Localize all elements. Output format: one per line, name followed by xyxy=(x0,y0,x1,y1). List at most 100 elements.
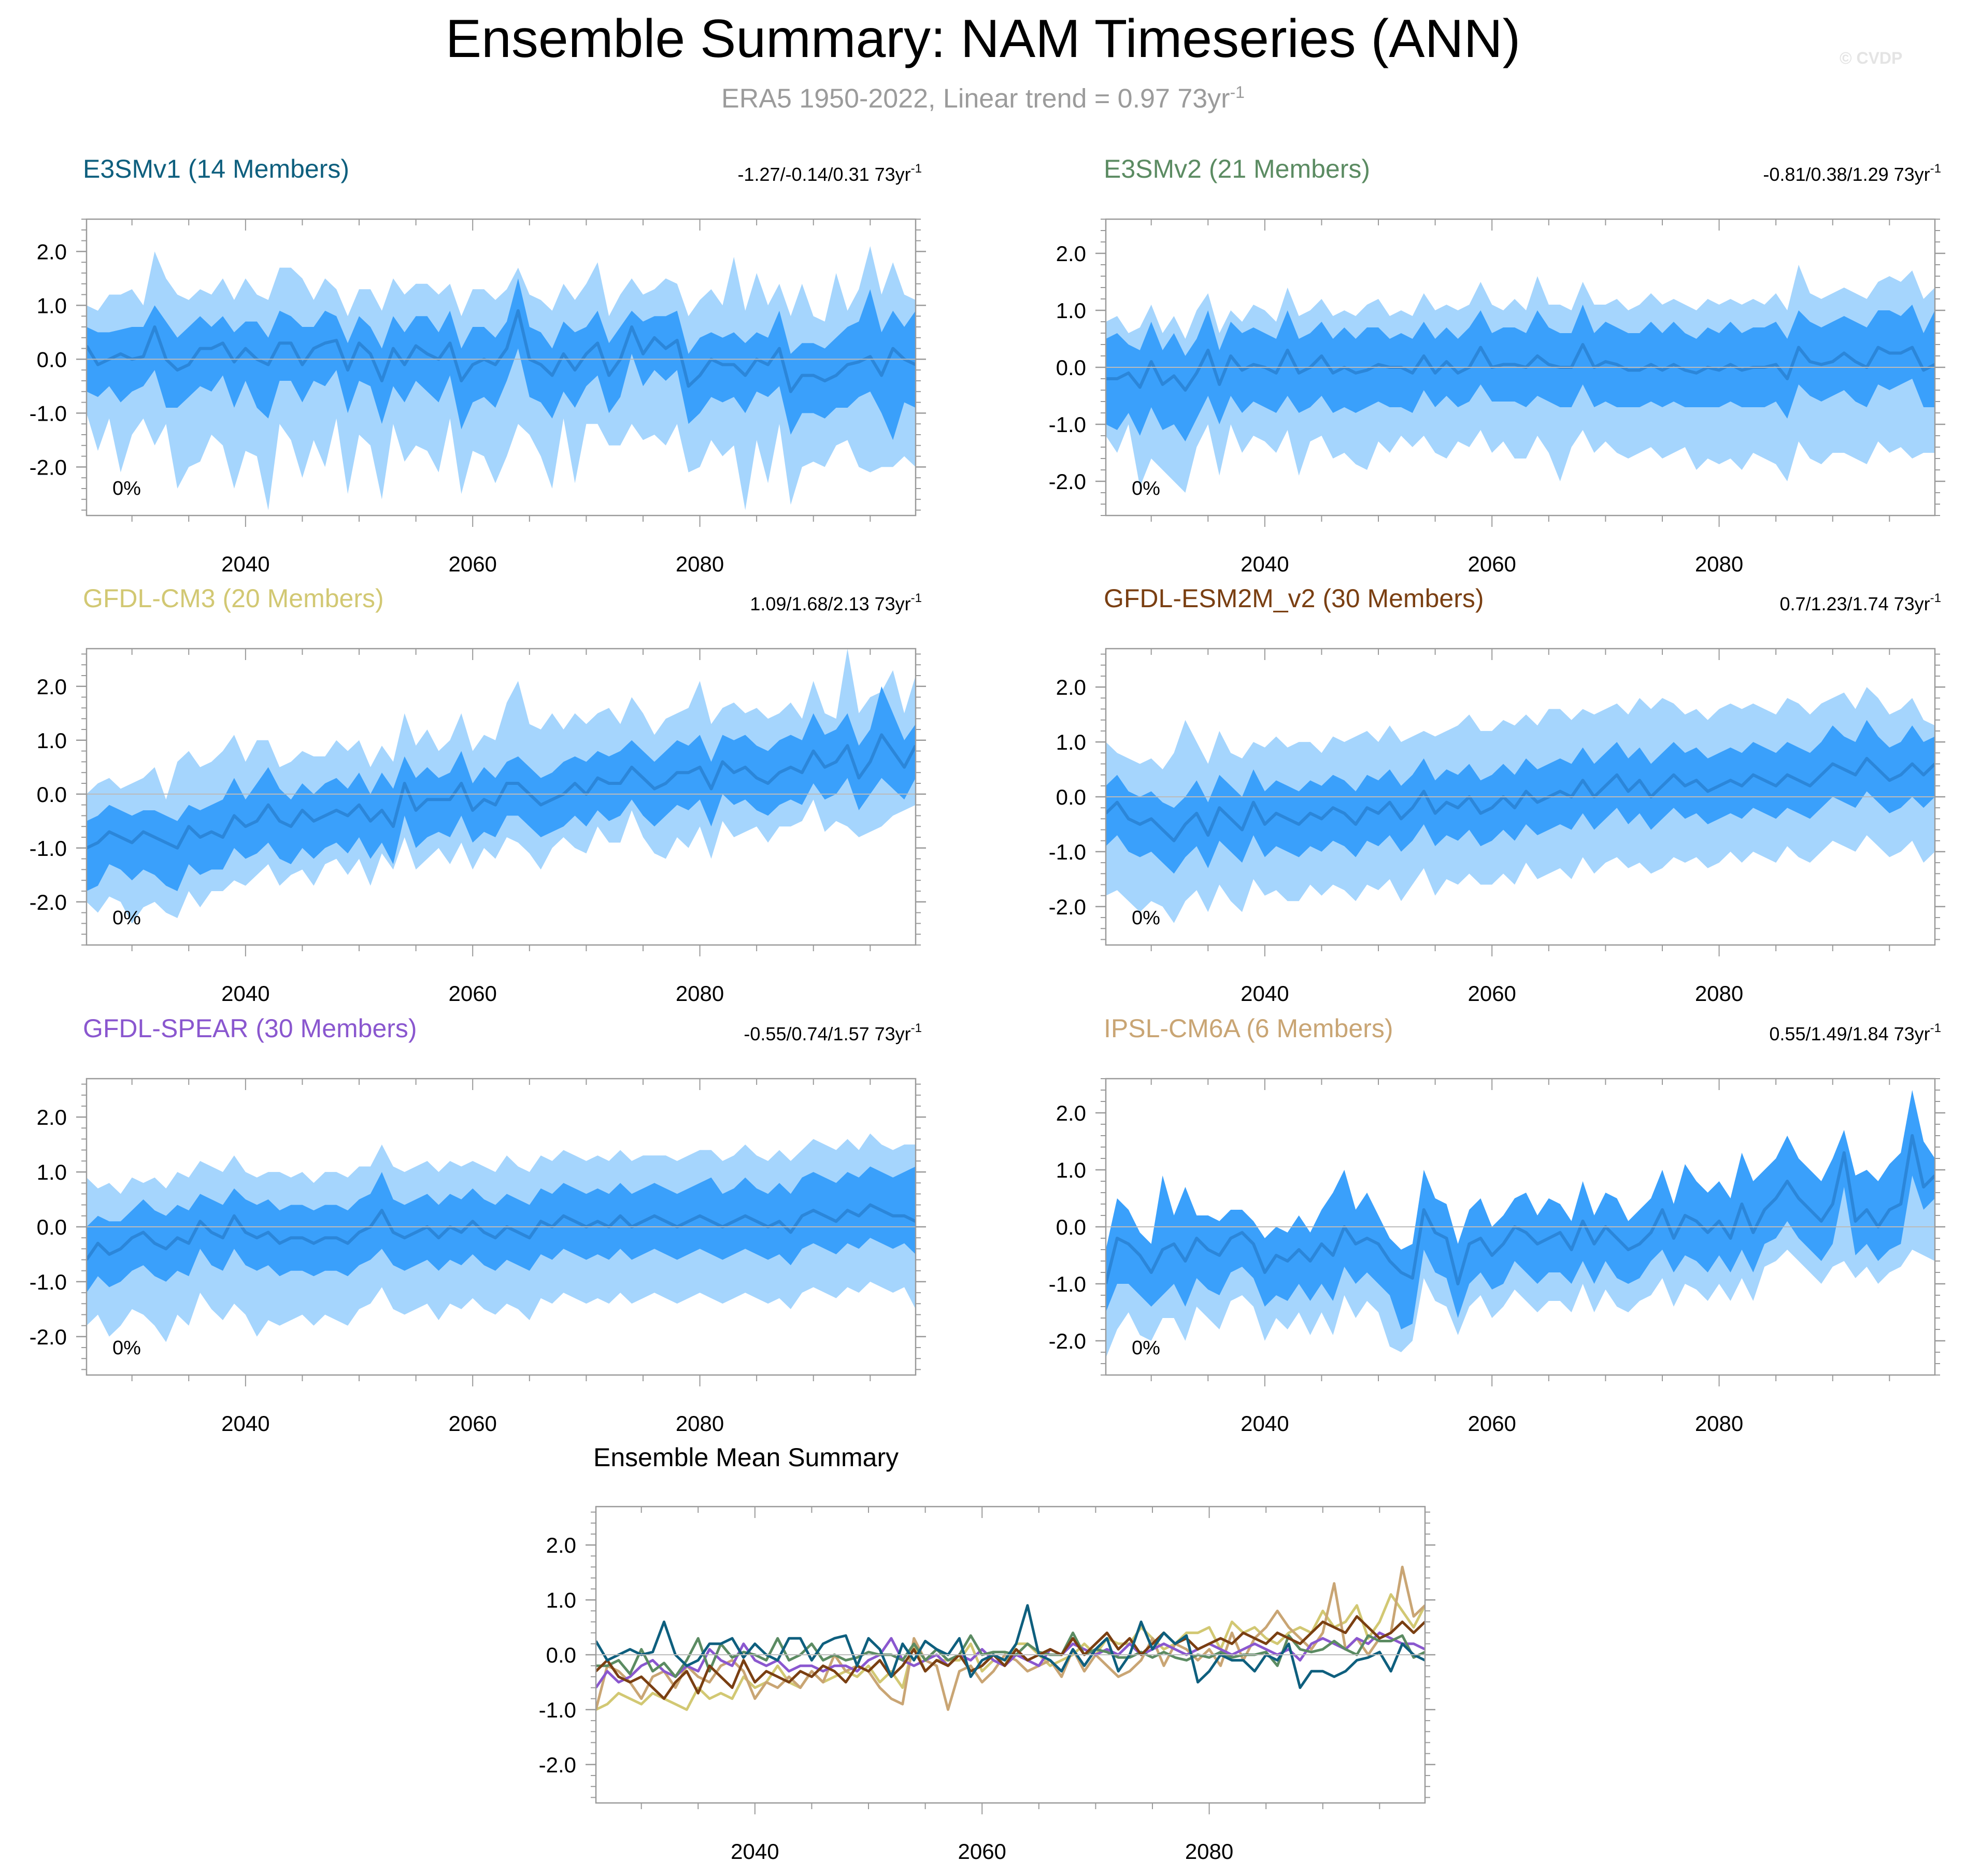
plot-area xyxy=(1106,265,1935,493)
y-tick-label: -2.0 xyxy=(30,890,67,914)
x-tick-label: 2040 xyxy=(1241,552,1289,576)
plot-frame xyxy=(86,648,917,946)
y-tick-label: -1.0 xyxy=(30,401,67,425)
trend-value: -0.81/0.38/1.29 73yr xyxy=(1763,164,1930,185)
y-tick-label: 0.0 xyxy=(1056,1215,1086,1239)
y-tick-label: 1.0 xyxy=(546,1588,576,1612)
panel-title: GFDL-CM3 (20 Members) xyxy=(83,584,384,613)
percent-label: 0% xyxy=(112,1337,141,1359)
x-tick-label: 2040 xyxy=(1241,1411,1289,1436)
y-tick-label: 1.0 xyxy=(37,728,67,753)
trend-superscript: -1 xyxy=(1930,591,1941,605)
y-tick-label: -1.0 xyxy=(1049,412,1086,437)
percent-label: 0% xyxy=(112,907,141,929)
x-tick-label: 2040 xyxy=(1241,981,1289,1006)
panel-0: E3SMv1 (14 Members) -1.27/-0.14/0.31 73yr… xyxy=(30,154,926,576)
x-tick-label: 2060 xyxy=(1468,981,1516,1006)
trend-value: 0.55/1.49/1.84 73yr xyxy=(1769,1023,1930,1044)
x-tick-label: 2040 xyxy=(731,1839,779,1864)
y-tick-label: -1.0 xyxy=(539,1698,576,1722)
inner-spread-band xyxy=(87,686,916,891)
trend-superscript: -1 xyxy=(911,1021,922,1035)
y-tick-label: -2.0 xyxy=(1049,1329,1086,1353)
panel-3: GFDL-ESM2M_v2 (30 Members) 0.7/1.23/1.74 … xyxy=(1049,584,1945,1006)
percent-label: 0% xyxy=(112,478,141,499)
panel-trend: 1.09/1.68/2.13 73yr-1 xyxy=(750,591,922,614)
panel-trend: -0.81/0.38/1.29 73yr-1 xyxy=(1763,162,1941,185)
percent-label: 0% xyxy=(1132,907,1160,929)
panel-title: E3SMv2 (21 Members) xyxy=(1104,154,1370,183)
panel-trend: 0.7/1.23/1.74 73yr-1 xyxy=(1779,591,1941,614)
y-tick-label: 2.0 xyxy=(1056,241,1086,266)
panel-2: GFDL-CM3 (20 Members) 1.09/1.68/2.13 73yr… xyxy=(30,584,926,1006)
plot-area xyxy=(87,1133,916,1342)
subtitle-text: ERA5 1950-2022, Linear trend = 0.97 73yr xyxy=(721,83,1230,114)
inner-spread-band xyxy=(1106,1090,1935,1329)
series-line-gfdl-esm2m_v2: GFDL-ESM2M_v2 xyxy=(596,1615,1425,1700)
x-tick-label: 2080 xyxy=(676,1411,724,1436)
y-tick-label: 0.0 xyxy=(1056,355,1086,380)
subtitle-superscript: -1 xyxy=(1230,83,1245,102)
y-tick-label: 0.0 xyxy=(37,347,67,371)
x-tick-label: 2040 xyxy=(221,1411,269,1436)
plot-area xyxy=(1106,1090,1935,1358)
trend-value: 0.7/1.23/1.74 73yr xyxy=(1779,593,1930,614)
x-tick-label: 2080 xyxy=(1185,1839,1233,1864)
panel-6: Ensemble Mean Summary GFDL-CM3IPSL-CM6AGF… xyxy=(539,1443,1435,1864)
trend-superscript: -1 xyxy=(1930,1021,1941,1035)
y-tick-label: 2.0 xyxy=(546,1533,576,1557)
credit-watermark: © CVDP xyxy=(1840,49,1903,67)
x-tick-label: 2060 xyxy=(448,981,496,1006)
ensemble-mean-line xyxy=(1106,756,1935,842)
x-tick-label: 2080 xyxy=(1695,552,1743,576)
panel-trend: 0.55/1.49/1.84 73yr-1 xyxy=(1769,1021,1941,1044)
percent-label: 0% xyxy=(1132,1337,1160,1359)
inner-spread-band xyxy=(1106,305,1935,441)
trend-value: 1.09/1.68/2.13 73yr xyxy=(750,593,910,614)
trend-superscript: -1 xyxy=(911,162,922,176)
y-tick-label: 0.0 xyxy=(37,782,67,807)
x-tick-label: 2060 xyxy=(1468,1411,1516,1436)
plot-area xyxy=(87,246,916,510)
x-tick-label: 2060 xyxy=(958,1839,1006,1864)
panel-title: E3SMv1 (14 Members) xyxy=(83,154,349,183)
y-tick-label: -2.0 xyxy=(30,455,67,479)
trend-superscript: -1 xyxy=(1930,162,1941,176)
x-tick-label: 2080 xyxy=(676,981,724,1006)
panel-title: IPSL-CM6A (6 Members) xyxy=(1104,1014,1393,1043)
series-line-gfdl-spear: GFDL-SPEAR xyxy=(596,1631,1425,1689)
y-tick-label: 2.0 xyxy=(37,675,67,699)
panel-trend: -0.55/0.74/1.57 73yr-1 xyxy=(744,1021,922,1044)
plot-area: GFDL-CM3IPSL-CM6AGFDL-SPEARE3SMv2GFDL-ES… xyxy=(596,1566,1425,1711)
trend-value: -0.55/0.74/1.57 73yr xyxy=(744,1023,910,1044)
y-tick-label: 2.0 xyxy=(37,239,67,264)
panel-1: E3SMv2 (21 Members) -0.81/0.38/1.29 73yr-… xyxy=(1049,154,1945,576)
inner-spread-band xyxy=(87,1166,916,1293)
y-tick-label: -1.0 xyxy=(1049,1272,1086,1296)
ensemble-mean-line xyxy=(87,1203,916,1261)
y-tick-label: -2.0 xyxy=(1049,469,1086,494)
panel-title: GFDL-ESM2M_v2 (30 Members) xyxy=(1104,584,1484,613)
x-tick-label: 2060 xyxy=(448,552,496,576)
y-tick-label: 1.0 xyxy=(1056,730,1086,754)
y-tick-label: 2.0 xyxy=(1056,675,1086,699)
y-tick-label: -2.0 xyxy=(539,1753,576,1777)
panel-4: GFDL-SPEAR (30 Members) -0.55/0.74/1.57 7… xyxy=(30,1014,926,1436)
plot-area xyxy=(87,649,916,924)
y-tick-label: 0.0 xyxy=(37,1215,67,1239)
y-tick-label: 0.0 xyxy=(546,1643,576,1667)
y-tick-label: 1.0 xyxy=(37,1160,67,1184)
y-tick-label: -1.0 xyxy=(30,836,67,861)
x-tick-label: 2080 xyxy=(676,552,724,576)
x-tick-label: 2040 xyxy=(221,981,269,1006)
percent-label: 0% xyxy=(1132,478,1160,499)
y-tick-label: -1.0 xyxy=(30,1270,67,1294)
x-tick-label: 2080 xyxy=(1695,981,1743,1006)
panel-title: Ensemble Mean Summary xyxy=(593,1443,899,1472)
series-line-e3smv1: E3SMv1 xyxy=(596,1604,1425,1689)
x-tick-label: 2060 xyxy=(1468,552,1516,576)
page-title: Ensemble Summary: NAM Timeseries (ANN) xyxy=(445,9,1521,69)
x-tick-label: 2060 xyxy=(448,1411,496,1436)
trend-superscript: -1 xyxy=(911,591,922,605)
